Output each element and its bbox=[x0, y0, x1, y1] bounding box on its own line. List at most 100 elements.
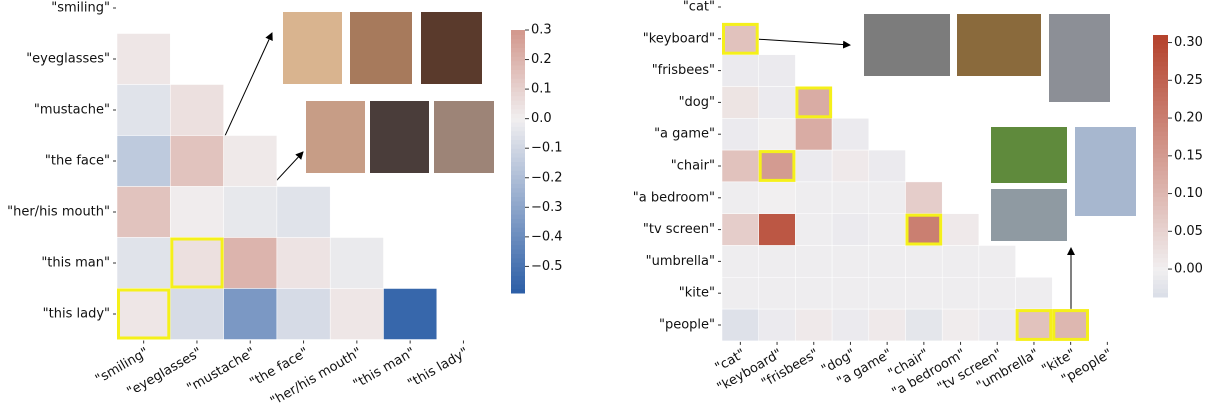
cell bbox=[383, 288, 438, 340]
colorbar-step bbox=[511, 157, 525, 162]
colorbar-step bbox=[511, 271, 525, 276]
colorbar-step bbox=[1153, 135, 1168, 141]
colorbar-step bbox=[511, 43, 525, 49]
colorbar-step bbox=[511, 222, 525, 228]
cell bbox=[223, 237, 278, 289]
colorbar-step bbox=[511, 187, 525, 193]
colorbar-step bbox=[1153, 240, 1168, 246]
cell bbox=[831, 277, 870, 310]
colorbar-step bbox=[511, 257, 525, 263]
colorbar-step bbox=[511, 196, 525, 202]
cell bbox=[223, 186, 278, 238]
cell bbox=[795, 245, 833, 278]
colorbar-step bbox=[1153, 113, 1168, 119]
colorbar-tick-label: 0.30 bbox=[1174, 35, 1203, 50]
photos-left-bottom bbox=[306, 101, 494, 173]
colorbar-step bbox=[511, 244, 525, 250]
cell bbox=[758, 118, 796, 151]
colorbar-tick-label: 0.10 bbox=[1174, 186, 1203, 201]
colorbar-step bbox=[511, 165, 525, 171]
colorbar-tick-label: 0.1 bbox=[531, 82, 552, 97]
colorbar-tick-label: 0.15 bbox=[1174, 148, 1203, 163]
colorbar-step bbox=[1153, 183, 1168, 189]
cell bbox=[758, 213, 796, 246]
highlight-box bbox=[758, 150, 796, 182]
colorbar-tick-label: −0.2 bbox=[531, 170, 563, 185]
cell bbox=[1015, 277, 1053, 310]
colorbar-step bbox=[1153, 148, 1168, 154]
colorbar-step bbox=[1153, 122, 1168, 128]
cell bbox=[905, 181, 943, 214]
photos-left-top bbox=[283, 12, 482, 84]
colorbar-step bbox=[511, 143, 525, 149]
cell bbox=[941, 245, 980, 278]
colorbar-tick-label: 0.0 bbox=[531, 111, 552, 126]
colorbar-step bbox=[1153, 74, 1168, 80]
cell bbox=[758, 277, 796, 310]
colorbar-step bbox=[1153, 61, 1168, 67]
cell bbox=[795, 213, 833, 246]
colorbar-step bbox=[511, 266, 525, 272]
cell bbox=[170, 237, 224, 289]
cell bbox=[721, 308, 759, 342]
cell bbox=[170, 288, 224, 340]
cell bbox=[795, 149, 833, 183]
colorbar-step bbox=[511, 65, 525, 70]
colorbar-step bbox=[511, 30, 525, 35]
cell bbox=[795, 308, 833, 342]
cell bbox=[721, 22, 759, 55]
y-tick-label: "a game" bbox=[654, 127, 715, 142]
colorbar-step bbox=[511, 192, 525, 198]
cell bbox=[721, 245, 759, 278]
colorbar-step bbox=[1153, 248, 1168, 254]
cell bbox=[905, 213, 943, 246]
colorbar-tick-label: 0.3 bbox=[531, 23, 552, 38]
cell bbox=[721, 54, 759, 87]
colorbar-step bbox=[511, 284, 525, 290]
colorbar-step bbox=[1153, 235, 1168, 241]
colorbar-step bbox=[1153, 253, 1168, 259]
colorbar-step bbox=[511, 56, 525, 62]
cell bbox=[795, 118, 833, 151]
y-tick-label: "this lady" bbox=[43, 307, 110, 322]
cell bbox=[831, 308, 870, 342]
y-tick-label: "the face" bbox=[45, 154, 110, 169]
cell bbox=[721, 149, 759, 183]
cell bbox=[721, 118, 759, 151]
y-tick-label: "her/his mouth" bbox=[7, 205, 110, 220]
colorbar-step bbox=[1153, 48, 1168, 53]
colorbar-step bbox=[511, 200, 525, 206]
cell bbox=[116, 288, 171, 340]
cell bbox=[721, 181, 759, 214]
colorbar-step bbox=[1153, 196, 1168, 202]
colorbar-step bbox=[511, 82, 525, 88]
cell bbox=[329, 288, 384, 340]
colorbar-step bbox=[511, 78, 525, 84]
cell bbox=[329, 237, 384, 289]
cell bbox=[868, 149, 906, 183]
colorbar-step bbox=[1153, 222, 1168, 228]
colorbar-step bbox=[511, 236, 525, 241]
colorbar-step bbox=[511, 38, 525, 44]
colorbar-step bbox=[511, 262, 525, 268]
cell bbox=[276, 288, 331, 340]
highlight-box bbox=[117, 288, 171, 340]
cell bbox=[868, 308, 906, 342]
colorbar-step bbox=[511, 231, 525, 237]
cell bbox=[868, 213, 906, 246]
colorbar-step bbox=[1153, 157, 1168, 163]
colorbar-step bbox=[511, 86, 525, 92]
colorbar-step bbox=[511, 240, 525, 246]
cell bbox=[758, 181, 796, 214]
colorbar-step bbox=[1153, 139, 1168, 145]
cell bbox=[978, 245, 1016, 278]
colorbar-step bbox=[511, 279, 525, 285]
colorbar-step bbox=[1153, 244, 1168, 250]
cell bbox=[1052, 308, 1090, 342]
cell bbox=[223, 135, 278, 187]
highlight-box bbox=[170, 237, 224, 289]
colorbar-step bbox=[1153, 69, 1168, 75]
colorbar-step bbox=[1153, 279, 1168, 285]
colorbar-step bbox=[511, 73, 525, 79]
